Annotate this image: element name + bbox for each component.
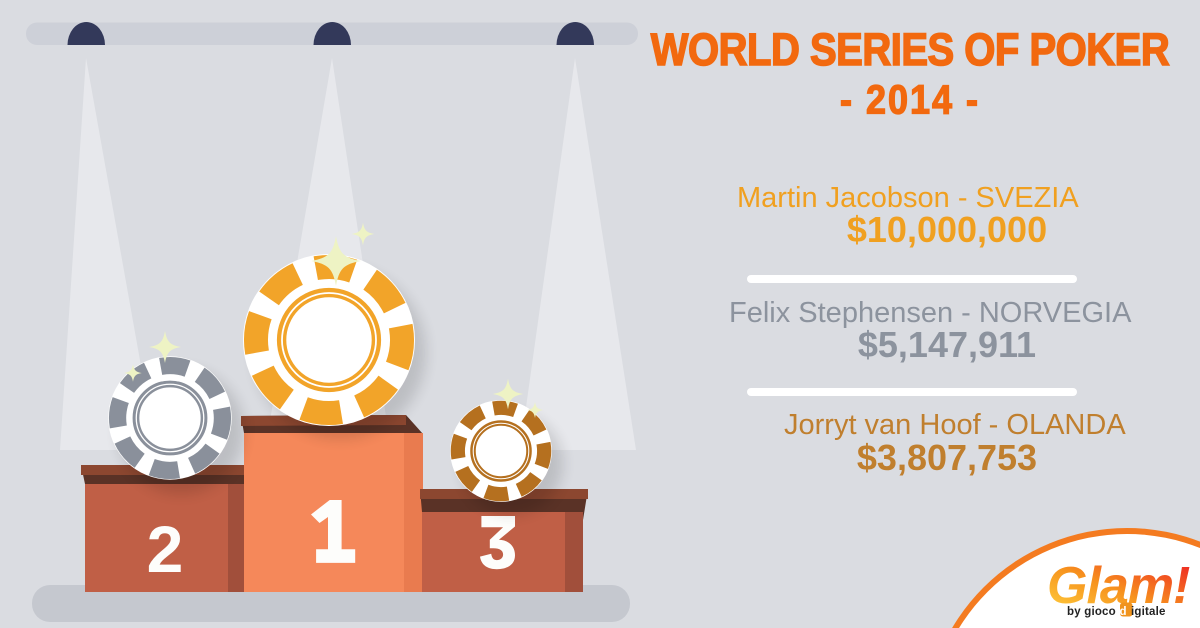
- svg-text:by gioco: by gioco: [1067, 606, 1116, 618]
- svg-text:igitale: igitale: [1131, 606, 1166, 618]
- svg-text:d: d: [1120, 606, 1127, 618]
- svg-text:2: 2: [147, 512, 184, 586]
